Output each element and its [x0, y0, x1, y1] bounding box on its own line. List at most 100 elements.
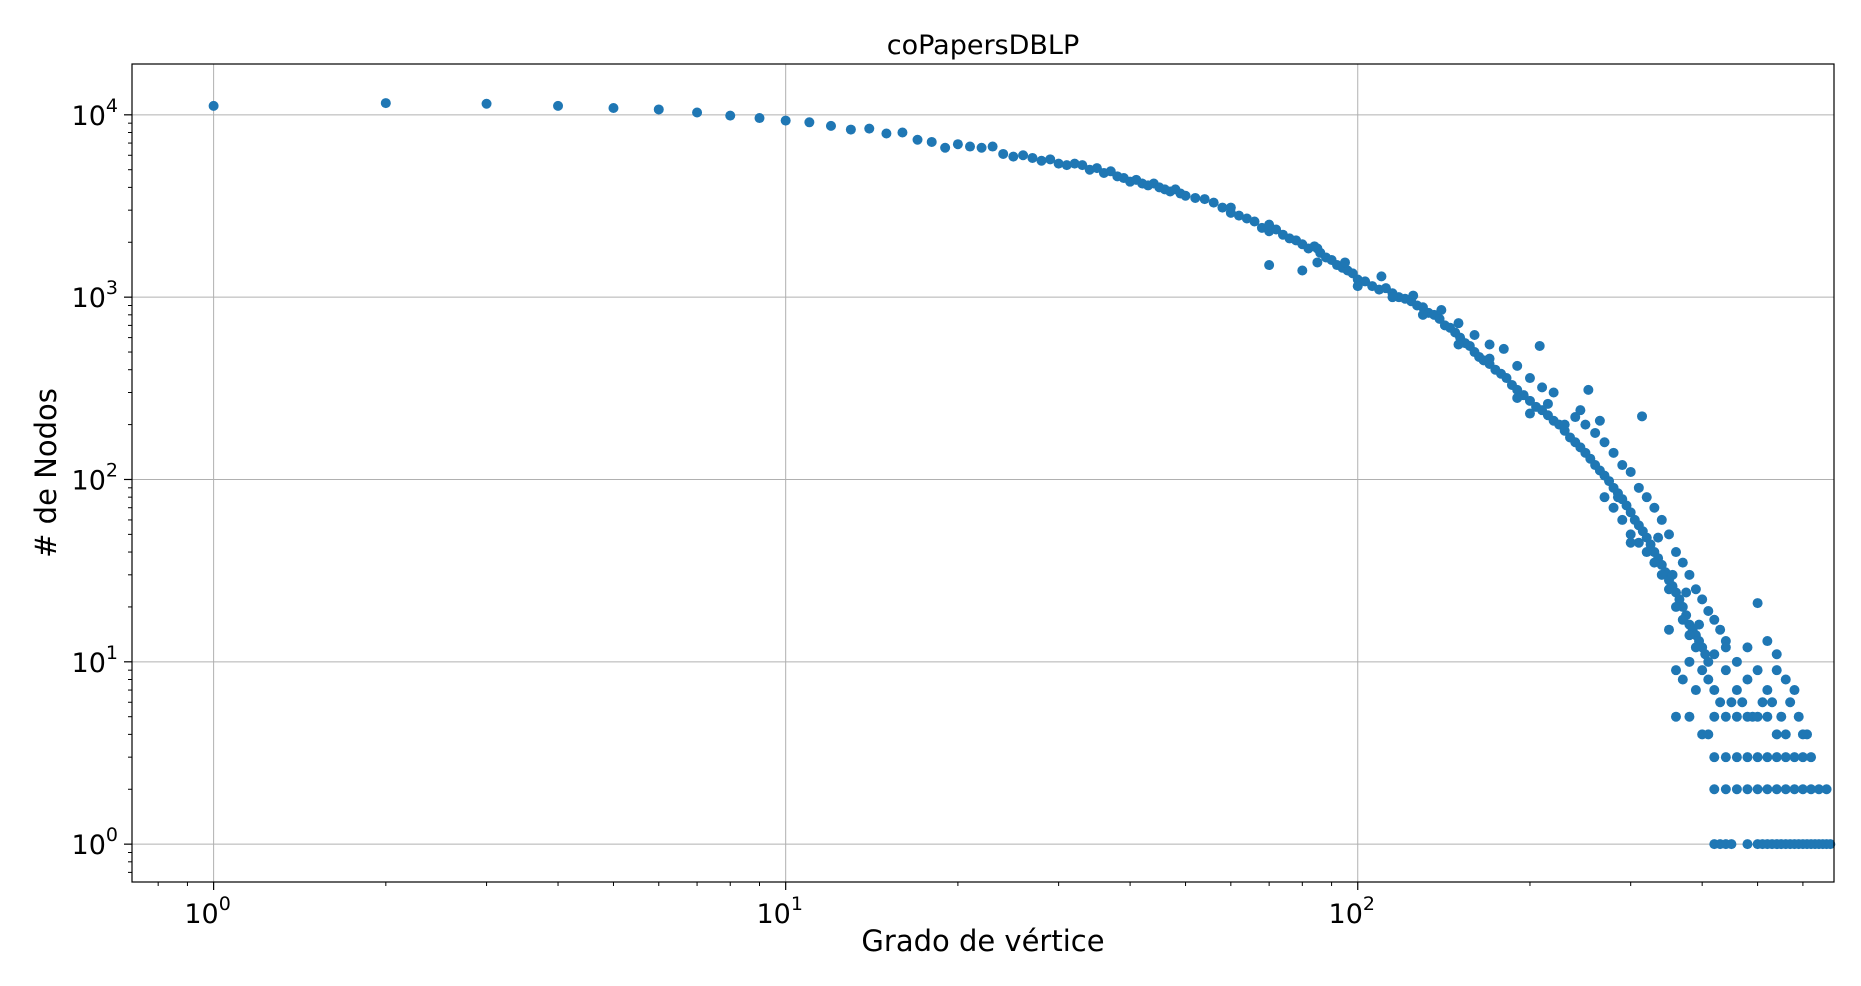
plot-frame: [131, 63, 1835, 883]
data-point: [1633, 482, 1644, 493]
data-point: [1637, 411, 1648, 422]
data-point: [1498, 343, 1509, 354]
data-point: [1697, 594, 1708, 605]
data-point: [1570, 412, 1581, 423]
data-point: [1737, 697, 1748, 708]
data-point: [1663, 624, 1674, 635]
data-point: [1594, 415, 1605, 426]
data-point: [998, 148, 1009, 159]
data-point: [1670, 601, 1681, 612]
data-point: [1762, 685, 1773, 696]
data-point: [1762, 752, 1773, 763]
data-point: [754, 113, 765, 124]
y-tick-exponent: 1: [106, 642, 118, 664]
data-point: [1709, 784, 1720, 795]
data-point: [1180, 190, 1191, 201]
data-point: [1742, 784, 1753, 795]
data-point: [1542, 398, 1553, 409]
data-point: [897, 127, 908, 138]
data-point: [1641, 492, 1652, 503]
chart-title: coPapersDBLP: [887, 30, 1080, 61]
data-point: [1271, 224, 1282, 235]
data-point: [1340, 257, 1351, 268]
data-point: [1590, 427, 1601, 438]
data-point: [1752, 598, 1763, 609]
data-point: [1715, 624, 1726, 635]
data-point: [1697, 665, 1708, 676]
data-point: [1656, 514, 1667, 525]
data-point: [1797, 752, 1808, 763]
data-point: [1797, 784, 1808, 795]
data-point: [1376, 271, 1387, 282]
data-point: [1583, 384, 1594, 395]
data-point: [692, 107, 703, 118]
x-tick-exponent: 1: [791, 893, 803, 915]
data-point: [1417, 309, 1428, 320]
y-tick-exponent: 3: [106, 277, 118, 299]
data-point: [1608, 447, 1619, 458]
data-point: [1670, 711, 1681, 722]
data-point: [1077, 160, 1088, 171]
data-point: [1690, 642, 1701, 653]
data-point: [1625, 529, 1636, 540]
y-tick-label: 104: [72, 95, 118, 132]
y-tick-label: 103: [72, 277, 118, 314]
data-point: [1806, 752, 1817, 763]
data-point: [1612, 492, 1623, 503]
data-point: [1091, 163, 1102, 174]
data-point: [1793, 711, 1804, 722]
data-point: [1633, 537, 1644, 548]
data-point: [1776, 711, 1787, 722]
data-point: [1537, 382, 1548, 393]
data-point: [1720, 784, 1731, 795]
data-point: [1825, 839, 1836, 850]
data-point: [1780, 752, 1791, 763]
data-point: [1199, 194, 1210, 205]
data-point: [1512, 360, 1523, 371]
data-point: [1548, 387, 1559, 398]
data-point: [881, 128, 892, 139]
x-tick-base: 10: [1329, 899, 1363, 930]
data-point: [1190, 192, 1201, 203]
y-tick-exponent: 4: [106, 95, 118, 117]
data-point: [1641, 547, 1652, 558]
data-point: [1217, 202, 1228, 213]
data-point: [1752, 665, 1763, 676]
data-point: [1700, 649, 1711, 660]
data-point: [1008, 151, 1019, 162]
data-point: [940, 142, 951, 153]
data-point: [1731, 784, 1742, 795]
data-point: [1575, 405, 1586, 416]
data-point: [1821, 784, 1832, 795]
data-point: [1681, 587, 1692, 598]
data-point: [1018, 150, 1029, 161]
data-point: [553, 100, 564, 111]
data-point: [976, 142, 987, 153]
data-point: [1690, 685, 1701, 696]
y-tick-label: 101: [72, 642, 118, 679]
data-point: [1617, 514, 1628, 525]
data-point: [1742, 839, 1753, 850]
data-point: [1771, 729, 1782, 740]
data-point: [1352, 281, 1363, 292]
data-point: [1580, 419, 1591, 430]
data-point: [926, 136, 937, 147]
data-point: [1694, 619, 1705, 630]
data-point: [1625, 537, 1636, 548]
data-point: [1599, 492, 1610, 503]
data-point: [380, 98, 391, 109]
data-point: [1703, 656, 1714, 667]
data-point: [1703, 729, 1714, 740]
data-point: [1453, 318, 1464, 329]
data-point: [1731, 711, 1742, 722]
x-tick-exponent: 2: [1363, 893, 1375, 915]
data-point: [1670, 547, 1681, 558]
data-point: [1780, 674, 1791, 685]
data-point: [1061, 160, 1072, 171]
data-point: [1512, 392, 1523, 403]
data-point: [1667, 569, 1678, 580]
data-point: [1045, 154, 1056, 165]
data-point: [1726, 839, 1737, 850]
data-point: [1677, 614, 1688, 625]
data-point: [1297, 265, 1308, 276]
